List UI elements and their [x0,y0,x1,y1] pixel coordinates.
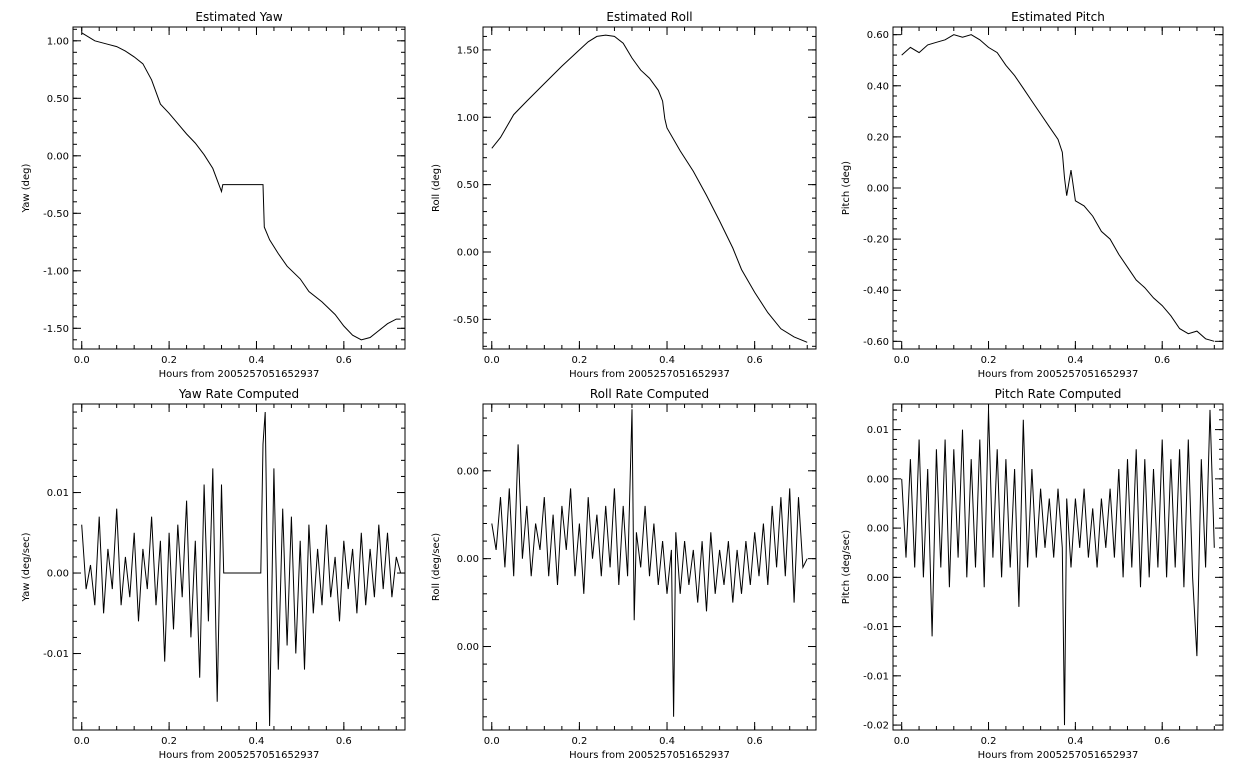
y-tick-label: 0.40 [867,81,889,92]
x-tick-label: 0.4 [659,736,675,747]
x-tick-label: 0.4 [249,355,265,366]
y-tick-label: -0.02 [863,721,889,732]
x-axis-label: Hours from 2005257051652937 [159,750,320,761]
y-tick-label: -1.50 [43,324,69,335]
series-line-1 [491,409,808,717]
x-tick-label: 0.0 [74,736,90,747]
x-tick-label: 0.2 [571,355,587,366]
y-tick-label: 1.00 [457,113,479,124]
x-tick-label: 0.0 [484,355,500,366]
y-tick-label: 1.00 [47,36,69,47]
y-tick-label: -0.20 [863,235,889,246]
x-axis-label: Hours from 2005257051652937 [569,369,730,380]
y-tick-label: 0.00 [867,474,889,485]
x-tick-label: 0.0 [484,736,500,747]
series-line-1 [81,32,401,341]
y-tick-label: 0.01 [47,488,69,499]
series-line-1 [901,34,1215,342]
y-tick-label: 0.00 [867,573,889,584]
y-axis-label: Pitch (deg/sec) [841,530,852,605]
y-tick-label: -0.01 [863,671,889,682]
y-tick-label: 0.00 [457,466,479,477]
plot-frame [482,26,817,350]
chart-title: Estimated Pitch [1011,10,1105,24]
y-tick-label: -1.00 [43,266,69,277]
y-axis-label: Yaw (deg) [21,163,32,213]
x-tick-label: 0.0 [894,355,910,366]
chart-title: Pitch Rate Computed [995,387,1122,401]
y-tick-label: -0.40 [863,286,889,297]
y-axis-label: Roll (deg/sec) [431,533,442,601]
x-axis-label: Hours from 2005257051652937 [978,750,1139,761]
y-tick-label: 0.00 [47,151,69,162]
chart-title: Estimated Yaw [195,10,282,24]
chart-title: Roll Rate Computed [590,387,709,401]
x-tick-label: 0.2 [571,736,587,747]
x-tick-label: 0.6 [336,736,352,747]
y-tick-label: 0.01 [867,425,889,436]
x-tick-label: 0.4 [659,355,675,366]
y-axis-label: Roll (deg) [431,164,442,212]
x-tick-label: 0.4 [1067,355,1083,366]
y-tick-label: -0.01 [863,622,889,633]
chart-panel-5: Roll Rate Computed Hours from 20052570516… [431,387,817,761]
x-tick-label: 0.2 [981,355,997,366]
chart-title: Estimated Roll [606,10,692,24]
y-tick-label: 0.00 [457,642,479,653]
x-axis-label: Hours from 2005257051652937 [569,750,730,761]
series-line-1 [81,411,402,727]
x-tick-label: 0.6 [747,355,763,366]
chart-panel-4: Yaw Rate Computed Hours from 200525705165… [21,387,406,761]
plot-frame [892,26,1224,350]
y-tick-label: -0.01 [43,649,69,660]
x-tick-label: 0.2 [161,355,177,366]
y-tick-label: 0.00 [867,184,889,195]
y-tick-label: 0.20 [867,132,889,143]
y-tick-label: 0.50 [457,180,479,191]
x-tick-label: 0.4 [249,736,265,747]
y-axis-label: Yaw (deg/sec) [21,532,32,602]
x-tick-label: 0.6 [747,736,763,747]
series-line-1 [901,409,1215,726]
series-line-1 [491,34,808,343]
chart-panel-3: Estimated Pitch Hours from 20052570516529… [841,10,1224,380]
chart-panel-6: Pitch Rate Computed Hours from 2005257051… [841,387,1224,761]
y-tick-label: 0.50 [47,94,69,105]
plot-frame [892,403,1224,731]
y-tick-label: 0.60 [867,30,889,41]
y-tick-label: 0.00 [457,247,479,258]
y-axis-label: Pitch (deg) [841,161,852,215]
y-tick-label: 0.00 [47,569,69,580]
x-tick-label: 0.0 [894,736,910,747]
plot-frame [72,26,406,350]
x-tick-label: 0.4 [1067,736,1083,747]
chart-title: Yaw Rate Computed [178,387,299,401]
x-tick-label: 0.2 [161,736,177,747]
plot-frame [72,403,406,731]
y-tick-label: 0.00 [457,554,479,565]
x-tick-label: 0.0 [74,355,90,366]
y-tick-label: -0.60 [863,337,889,348]
x-axis-label: Hours from 2005257051652937 [978,369,1139,380]
y-tick-label: 1.50 [457,45,479,56]
chart-panel-2: Estimated Roll Hours from 200525705165293… [431,10,817,380]
x-tick-label: 0.6 [1154,736,1170,747]
x-tick-label: 0.2 [981,736,997,747]
x-axis-label: Hours from 2005257051652937 [159,369,320,380]
y-tick-label: 0.00 [867,524,889,535]
x-tick-label: 0.6 [336,355,352,366]
chart-panel-1: Estimated Yaw Hours from 2005257051652937… [21,10,406,380]
y-tick-label: -0.50 [453,315,479,326]
y-tick-label: -0.50 [43,209,69,220]
x-tick-label: 0.6 [1154,355,1170,366]
